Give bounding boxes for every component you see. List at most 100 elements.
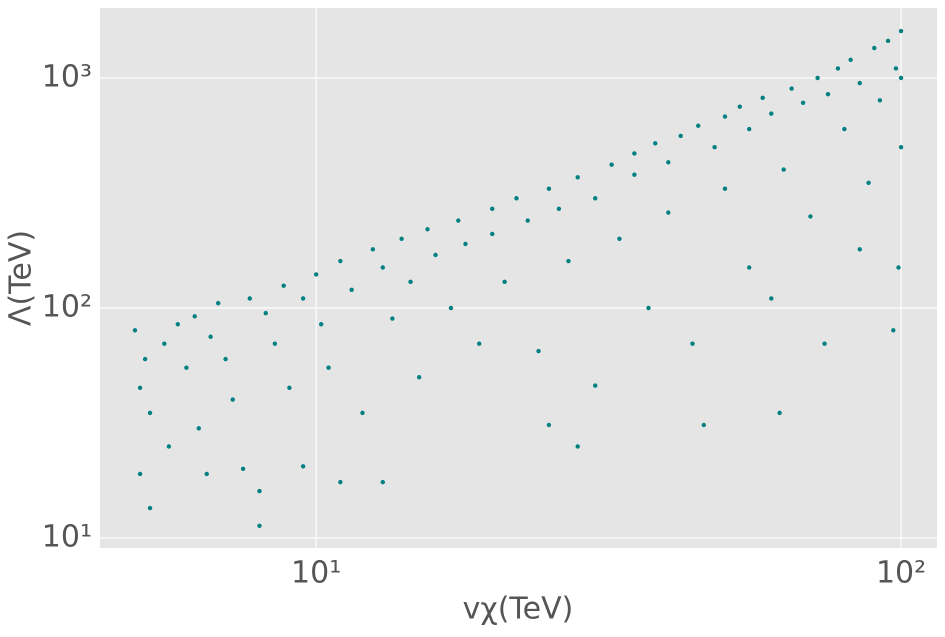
point — [215, 300, 221, 306]
point — [575, 444, 580, 449]
point — [896, 265, 901, 270]
point — [653, 141, 658, 146]
point — [257, 523, 262, 529]
point — [223, 356, 228, 362]
point — [575, 175, 580, 180]
point — [769, 111, 774, 116]
point — [408, 279, 413, 284]
point — [893, 66, 899, 71]
y-tick-label: 10³ — [42, 59, 92, 94]
point — [184, 365, 189, 370]
point — [147, 410, 153, 416]
point — [822, 341, 827, 346]
point — [166, 444, 172, 449]
point — [349, 287, 354, 292]
point — [425, 227, 430, 232]
point — [866, 180, 871, 186]
y-tick-label: 10² — [42, 290, 92, 325]
point — [147, 505, 153, 511]
point — [546, 422, 552, 428]
point — [338, 479, 343, 485]
point — [313, 272, 319, 277]
y-tick-label: 10¹ — [42, 520, 92, 555]
point — [162, 341, 167, 346]
point — [380, 479, 386, 485]
point — [800, 100, 806, 106]
point — [514, 196, 519, 201]
point — [132, 328, 138, 333]
point — [848, 57, 853, 62]
point — [842, 126, 847, 132]
point — [490, 231, 495, 237]
point — [318, 322, 324, 327]
point — [137, 471, 143, 477]
point — [746, 265, 752, 270]
point — [240, 466, 246, 471]
point — [877, 98, 883, 103]
point — [777, 410, 782, 416]
point — [617, 236, 622, 241]
point — [808, 214, 813, 219]
point — [769, 296, 774, 301]
point — [825, 92, 831, 97]
point — [300, 296, 306, 301]
point — [746, 126, 752, 132]
point — [546, 186, 552, 191]
point — [891, 328, 896, 333]
point — [857, 247, 862, 252]
point — [230, 397, 235, 402]
plot-background — [100, 8, 937, 548]
point — [477, 341, 482, 346]
point — [272, 341, 278, 346]
point — [399, 236, 404, 241]
point — [781, 167, 786, 172]
y-axis-label: Λ(TeV) — [4, 230, 39, 326]
point — [857, 80, 862, 86]
point — [678, 133, 683, 139]
point — [416, 375, 422, 380]
point — [556, 206, 562, 211]
point — [390, 316, 395, 321]
point — [815, 75, 820, 81]
point — [690, 341, 695, 346]
point — [666, 210, 671, 215]
point — [175, 322, 180, 327]
point — [696, 123, 701, 128]
point — [632, 172, 637, 177]
point — [137, 385, 143, 390]
point — [192, 314, 197, 319]
point — [898, 75, 904, 81]
point — [490, 206, 495, 211]
point — [502, 279, 507, 284]
point — [609, 162, 614, 167]
point — [281, 283, 286, 288]
point — [370, 247, 376, 252]
point — [737, 104, 742, 109]
point — [433, 252, 438, 258]
point — [300, 464, 306, 469]
point — [789, 86, 794, 91]
point — [247, 296, 252, 301]
point — [722, 186, 728, 191]
point — [196, 426, 201, 431]
point — [646, 305, 651, 311]
point — [456, 218, 461, 223]
point — [835, 66, 841, 71]
x-tick-label: 10¹ — [291, 556, 341, 591]
point — [593, 196, 598, 201]
point — [536, 348, 541, 354]
point — [760, 95, 765, 101]
point — [263, 310, 268, 316]
point — [872, 45, 877, 51]
point — [666, 160, 671, 165]
point — [898, 145, 904, 150]
point — [463, 241, 468, 247]
point — [360, 410, 365, 416]
point — [701, 422, 707, 428]
point — [208, 334, 213, 339]
point — [287, 385, 292, 390]
point — [448, 305, 454, 311]
point — [566, 258, 571, 264]
